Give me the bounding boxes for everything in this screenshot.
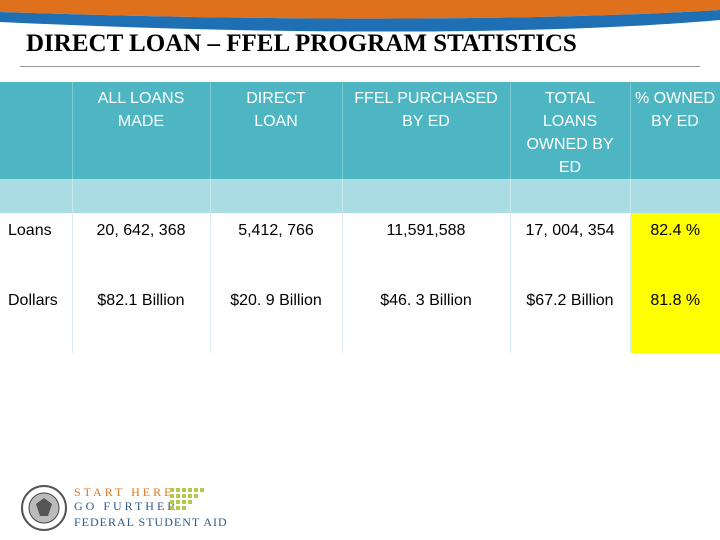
row-label: Loans [0,213,73,283]
stats-table: ALL LOANS MADE DIRECT LOAN FFEL PURCHASE… [0,82,720,353]
header-text: DIRECT LOAN [246,90,306,130]
cell: 82.4 % [630,213,720,283]
orange-band [0,0,720,19]
cell: 81.8 % [630,283,720,353]
logo-line-2: GO FURTHER [74,499,178,513]
title-rule [20,66,700,67]
header-cell: TOTAL LOANS OWNED BY ED [510,82,631,179]
data-row: Loans 20, 642, 368 5,412, 766 11,591,588… [0,213,720,283]
cell: 5,412, 766 [210,213,343,283]
data-row: Dollars $82.1 Billion $20. 9 Billion $46… [0,283,720,353]
header-cell: FFEL PURCHASED BY ED [342,82,511,179]
header-row: ALL LOANS MADE DIRECT LOAN FFEL PURCHASE… [0,82,720,179]
row-label: Dollars [0,283,73,353]
cell [342,179,511,213]
pixel-grid [170,488,204,510]
logo-line-1: START HERE [74,485,174,499]
corner-cell [0,82,73,179]
cell: 20, 642, 368 [72,213,211,283]
cell [72,179,211,213]
header-cell: DIRECT LOAN [210,82,343,179]
cell: $82.1 Billion [72,283,211,353]
cell: $20. 9 Billion [210,283,343,353]
seal-eagle [36,498,52,516]
cell: 11,591,588 [342,213,511,283]
cell: $67.2 Billion [510,283,631,353]
cell [630,179,720,213]
cell: $46. 3 Billion [342,283,511,353]
blue-band [0,10,720,32]
cell [510,179,631,213]
header-cell: % OWNED BY ED [630,82,720,179]
logo-line-3: FEDERAL STUDENT AID [74,515,228,529]
header-text: ALL LOANS MADE [97,90,185,130]
spacer-row [0,179,720,213]
cell [0,179,73,213]
slide-title: DIRECT LOAN – FFEL PROGRAM STATISTICS [26,30,577,57]
header-cell: ALL LOANS MADE [72,82,211,179]
top-swoosh [0,0,720,32]
header-text: TOTAL LOANS OWNED BY ED [526,90,614,176]
logo: START HERE GO FURTHER FEDERAL STUDENT AI… [21,485,228,531]
header-text: FFEL PURCHASED BY ED [354,90,498,130]
header-text: % OWNED BY ED [635,90,715,130]
cell: 17, 004, 354 [510,213,631,283]
cell [210,179,343,213]
